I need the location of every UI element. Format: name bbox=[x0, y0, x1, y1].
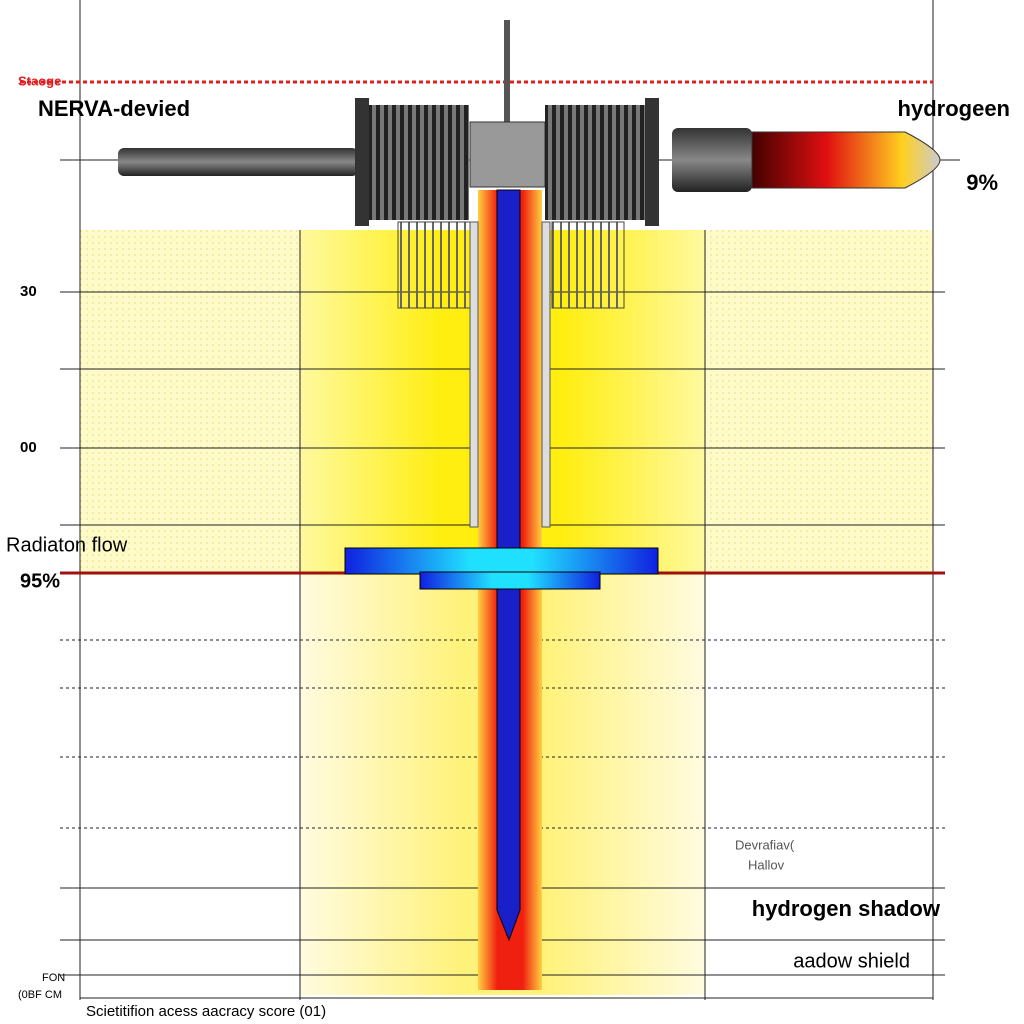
footer-caption: Scietitifion acess aacracy score (01) bbox=[86, 1003, 326, 1020]
panel-dots bbox=[80, 230, 300, 575]
strut bbox=[541, 221, 551, 528]
ring bbox=[645, 98, 659, 226]
fin-block bbox=[397, 221, 471, 309]
core-block bbox=[469, 121, 546, 188]
note: Hallov bbox=[748, 857, 785, 872]
stage-label: Staoge bbox=[18, 73, 61, 88]
panel-dots bbox=[705, 230, 933, 575]
cylinder bbox=[545, 105, 645, 220]
fins bbox=[397, 221, 625, 528]
engine bbox=[118, 20, 941, 226]
right-percent: 9% bbox=[966, 170, 998, 195]
corner-label: FON bbox=[42, 972, 65, 984]
flange-plate bbox=[344, 547, 659, 575]
tick-label: 30 bbox=[20, 283, 37, 300]
note: Devrafiav( bbox=[735, 837, 795, 852]
cylinder bbox=[369, 105, 469, 220]
nozzle-base bbox=[672, 128, 752, 192]
left-label: NERVA-devied bbox=[38, 96, 190, 121]
right-label: hydrogeen bbox=[898, 96, 1010, 121]
flow-label: Radiaton flow bbox=[6, 534, 128, 556]
ring bbox=[355, 98, 369, 226]
strut bbox=[469, 221, 479, 528]
flow-percent: 95% bbox=[20, 570, 60, 592]
flange bbox=[344, 547, 659, 590]
flange-plate bbox=[419, 571, 601, 590]
tick-label: 00 bbox=[20, 439, 37, 456]
corner-label: (0BF CM bbox=[18, 989, 62, 1001]
shadow-label: hydrogen shadow bbox=[752, 896, 941, 921]
nozzle bbox=[751, 131, 941, 189]
fin-block bbox=[551, 221, 625, 309]
shield-label: aadow shield bbox=[793, 950, 910, 972]
rod bbox=[118, 148, 358, 176]
